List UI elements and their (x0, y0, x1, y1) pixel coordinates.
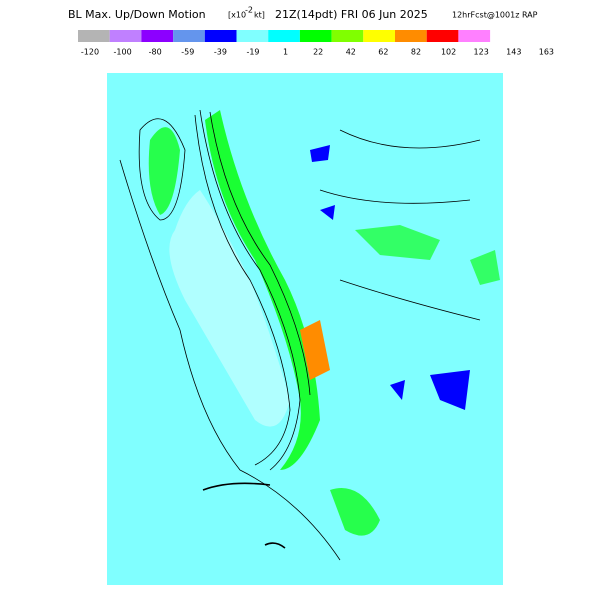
unit-close: kt] (254, 11, 265, 20)
map (107, 73, 503, 585)
colorbar-label: 123 (474, 48, 489, 57)
run-info: 12hrFcst@1001z RAP (452, 11, 538, 20)
colorbar-label: -80 (149, 48, 162, 57)
color-swatch (426, 30, 459, 42)
color-swatch (204, 30, 237, 42)
color-swatch (363, 30, 395, 42)
valid-time: 21Z(14pdt) FRI 06 Jun 2025 (275, 8, 428, 21)
contour (138, 118, 186, 221)
unit-exp: -2 (245, 6, 253, 15)
hotspot (300, 320, 330, 380)
color-swatch (173, 30, 205, 42)
color-swatch (141, 30, 174, 42)
unit-open: [x10 (228, 11, 246, 20)
contour (194, 114, 291, 466)
coastline (202, 482, 286, 549)
colorbar: -120 -100 -80 -59 -39 -19 1 22 42 62 82 102 123 143 16… (78, 30, 554, 57)
ridge (330, 488, 380, 536)
colorbar-label: 42 (346, 48, 356, 57)
colorbar-label: 163 (539, 48, 554, 57)
downdraft (310, 145, 470, 410)
updraft (355, 225, 500, 285)
contour (199, 109, 301, 471)
colorbar-label: 82 (411, 48, 421, 57)
color-swatch (78, 30, 110, 42)
colorbar-label: -59 (181, 48, 194, 57)
colorbar-label: -39 (214, 48, 227, 57)
color-swatch (331, 30, 364, 42)
color-swatch (268, 30, 300, 42)
colorbar-label: 102 (441, 48, 456, 57)
valley (169, 190, 290, 427)
color-swatch (395, 30, 427, 42)
contour (119, 159, 341, 561)
color-swatch (109, 30, 142, 42)
colorbar-label: 1 (283, 48, 288, 57)
contour (319, 129, 481, 321)
colorbar-label: 22 (313, 48, 323, 57)
color-swatch (236, 30, 269, 42)
colorbar-label: -120 (81, 48, 99, 57)
color-swatch (299, 30, 332, 42)
colorbar-label: -100 (114, 48, 132, 57)
color-swatch (458, 30, 491, 42)
colorbar-label: -19 (246, 48, 259, 57)
ridge (148, 127, 180, 215)
title: BL Max. Up/Down Motion (68, 8, 206, 21)
contour (209, 111, 311, 396)
colorbar-label: 143 (506, 48, 521, 57)
colorbar-label: 62 (378, 48, 388, 57)
